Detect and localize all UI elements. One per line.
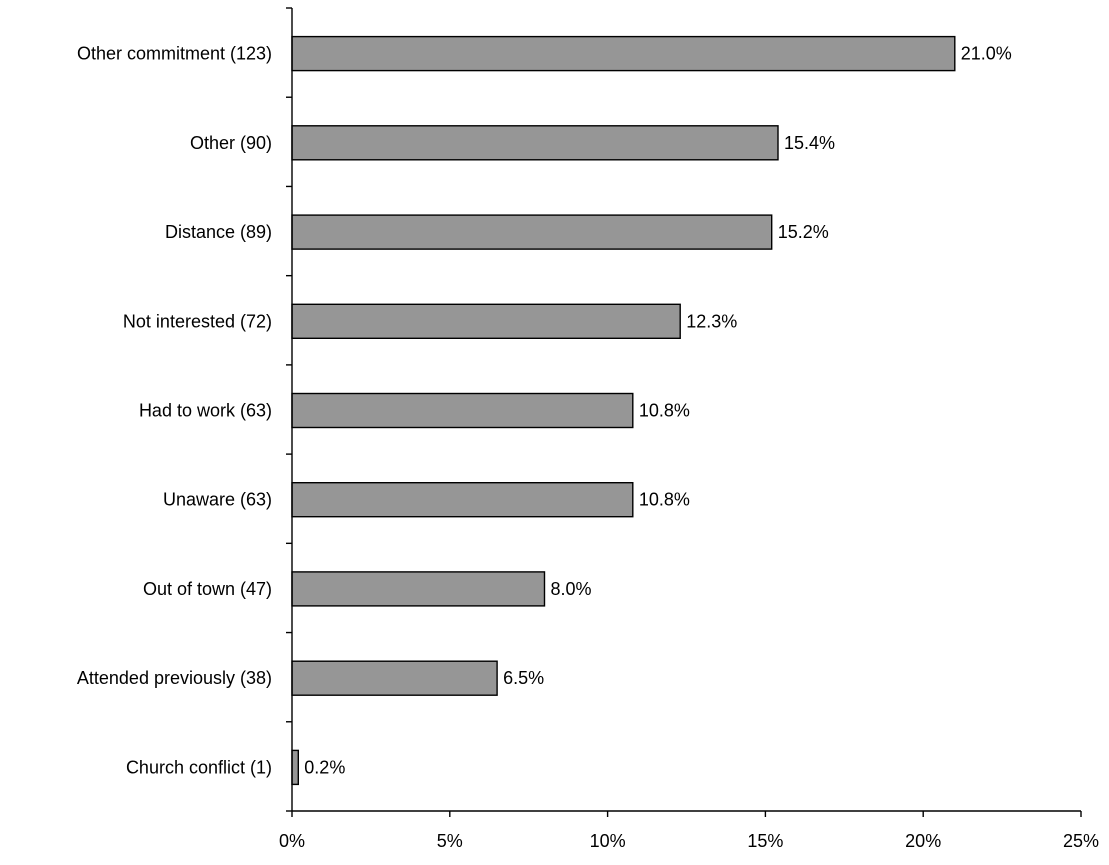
category-label: Unaware (63) — [163, 490, 272, 510]
bar — [291, 749, 300, 786]
category-label: Other (90) — [190, 133, 272, 153]
category-label: Not interested (72) — [123, 311, 272, 331]
bar — [291, 571, 546, 607]
data-label: 15.4% — [784, 133, 835, 153]
x-tick-label: 0% — [279, 831, 305, 851]
bars-layer — [291, 35, 956, 786]
category-label: Out of town (47) — [143, 579, 272, 599]
labels-layer: Other commitment (123) 21.0% Other (90) 15.… — [77, 44, 1012, 778]
category-label: Distance (89) — [165, 222, 272, 242]
category-label: Had to work (63) — [139, 401, 272, 421]
category-label: Church conflict (1) — [126, 757, 272, 777]
bar — [291, 214, 773, 250]
bar — [291, 392, 634, 429]
x-tick-label: 15% — [747, 831, 783, 851]
data-label: 8.0% — [550, 579, 591, 599]
x-tick-label: 10% — [590, 831, 626, 851]
category-label: Attended previously (38) — [77, 668, 272, 688]
data-label: 10.8% — [639, 401, 690, 421]
bar — [291, 125, 779, 161]
x-tick-label: 5% — [437, 831, 463, 851]
bar — [291, 35, 956, 72]
data-label: 12.3% — [686, 311, 737, 331]
category-label: Other commitment (123) — [77, 44, 272, 64]
bar — [291, 660, 498, 696]
axes-layer: 0% 5% 10% 15% 20% 25% — [279, 7, 1099, 851]
data-label: 0.2% — [304, 757, 345, 777]
data-label: 10.8% — [639, 490, 690, 510]
x-tick-label: 20% — [905, 831, 941, 851]
bar — [291, 482, 634, 518]
bar — [291, 303, 681, 339]
data-label: 6.5% — [503, 668, 544, 688]
data-label: 21.0% — [961, 44, 1012, 64]
data-label: 15.2% — [778, 222, 829, 242]
x-tick-label: 25% — [1063, 831, 1099, 851]
